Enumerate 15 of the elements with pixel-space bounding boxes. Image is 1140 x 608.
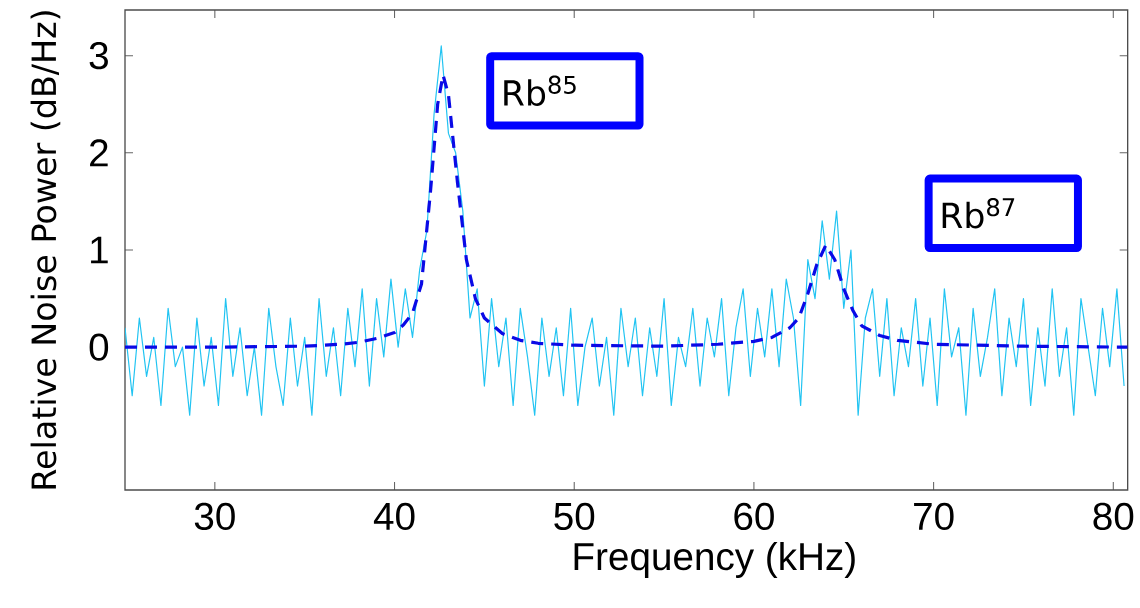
x-tick-label: 60 (734, 502, 774, 531)
x-tick-label: 30 (194, 502, 235, 531)
y-tick-label: 2 (90, 139, 108, 167)
y-tick-label: 3 (89, 41, 108, 70)
annotation: Rb$^{87}$ (942, 198, 1015, 229)
x-tick-label: 70 (914, 502, 954, 531)
annotation: Rb$^{85}$ (504, 75, 576, 107)
x-tick-label: 50 (554, 502, 595, 531)
y-tick-label: 0 (89, 333, 109, 361)
line-series (125, 73, 1128, 349)
x-tick-label: 80 (1093, 502, 1134, 531)
x-tick-label: 40 (373, 502, 415, 531)
y-axis-title: Relative Noise Power (dB/Hz) (30, 11, 61, 489)
x-axis-title: Frequency (kHz) (574, 541, 855, 578)
y-tick-label: 1 (91, 236, 108, 264)
